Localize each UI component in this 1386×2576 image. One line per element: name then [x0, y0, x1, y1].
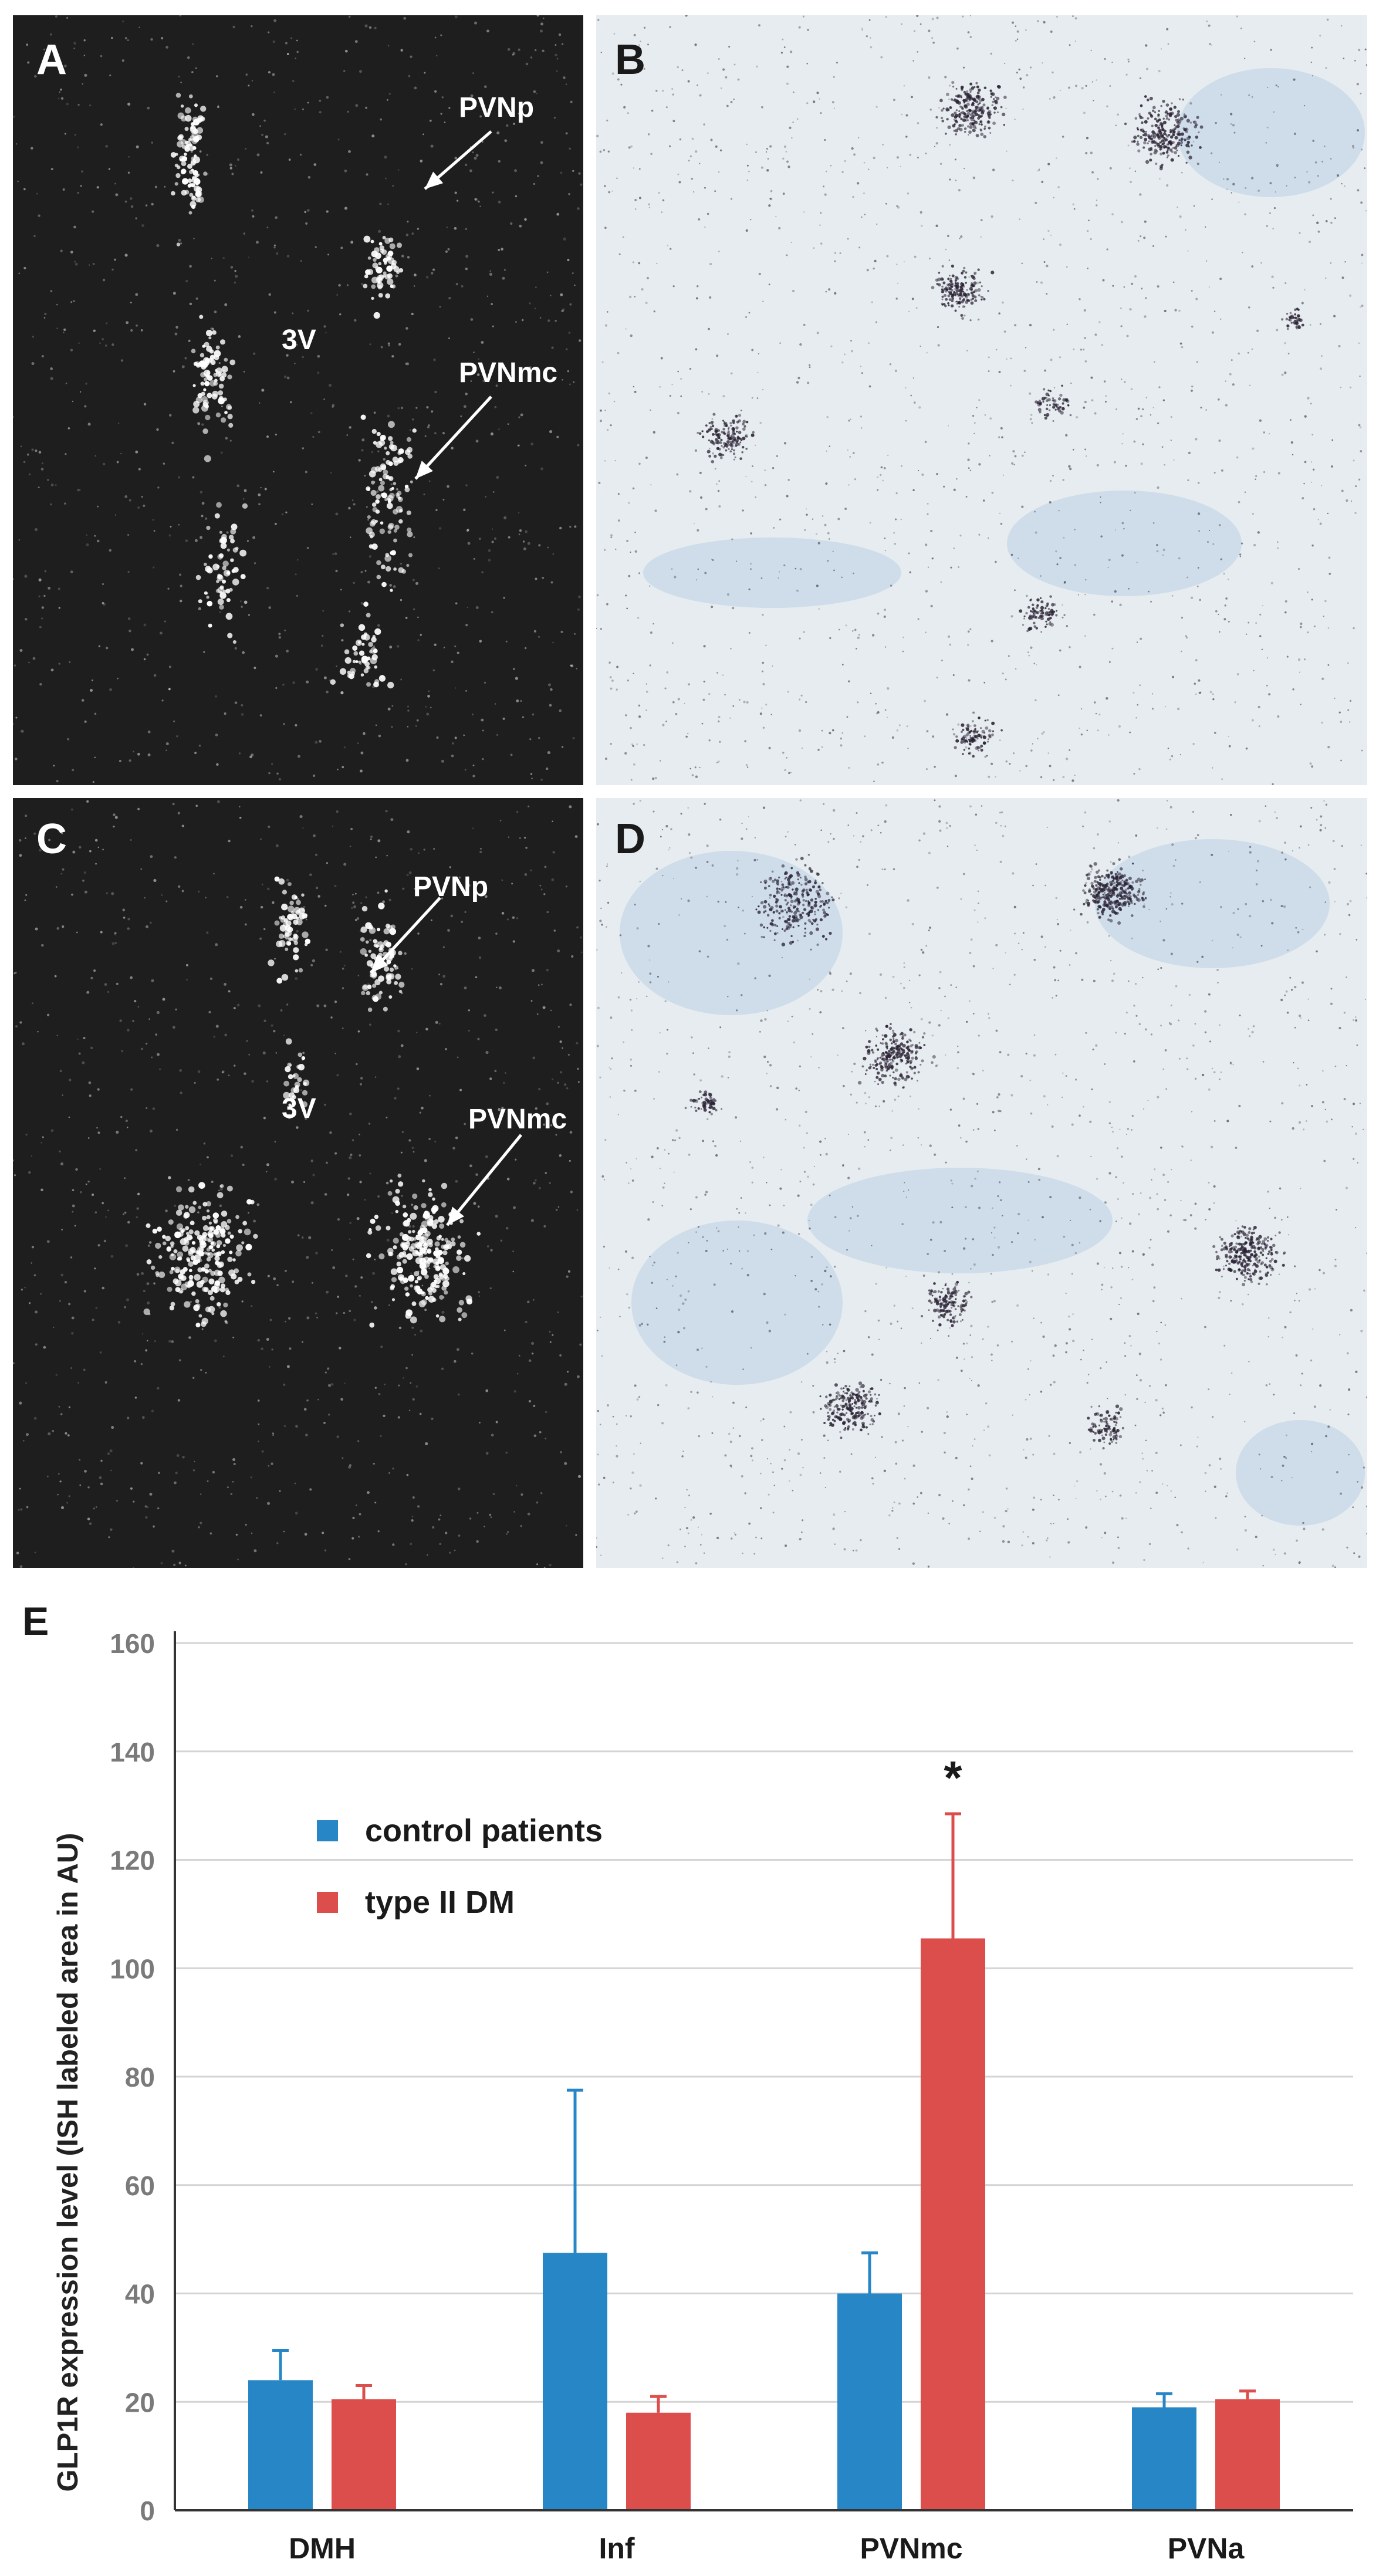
y-axis-label: GLP1R expression level (ISH labeled area… [52, 1833, 84, 2492]
bar [626, 2412, 691, 2510]
panel-d-micrograph [596, 799, 1367, 1568]
tissue-background [620, 839, 1365, 1526]
tissue-background [643, 68, 1365, 608]
annotations: * [944, 1752, 962, 1804]
panel-e-label: E [22, 1599, 49, 1644]
y-tick-label: 100 [110, 1953, 155, 1984]
x-tick-label: PVNmc [860, 2532, 962, 2565]
legend-label: type II DM [365, 1885, 515, 1920]
legend-swatch [317, 1892, 338, 1913]
panel-a-label: A [36, 36, 67, 83]
bar [1215, 2399, 1280, 2510]
panel-a-pvnp-label: PVNp [459, 92, 535, 123]
arrow-icon [446, 1134, 522, 1226]
y-tick-label: 60 [125, 2171, 155, 2201]
labeled-cells [13, 800, 583, 1568]
x-tick-label: Inf [599, 2532, 634, 2565]
significance-marker: * [944, 1752, 962, 1804]
x-tick-labels: DMH Inf PVNmc PVNa [289, 2532, 1245, 2565]
panel-b-micrograph [596, 15, 1367, 785]
silver-grains [596, 15, 1367, 785]
panel-a-3v-label: 3V [282, 324, 316, 356]
y-tick-labels: 0 20 40 60 80 100 120 140 160 [110, 1628, 155, 2526]
legend-label: control patients [365, 1813, 603, 1848]
silver-grains [596, 799, 1367, 1568]
bar [248, 2380, 313, 2510]
arrow-icon [414, 395, 492, 480]
panel-a: A PVNp 3V PVNmc [13, 15, 583, 785]
panel-d: D [596, 798, 1367, 1568]
arrowhead-icon [447, 1206, 465, 1225]
panel-c-micrograph [13, 800, 583, 1568]
axes [174, 1631, 1353, 2511]
arrowhead-icon [371, 955, 388, 973]
panel-c-pvnmc-label: PVNmc [468, 1104, 567, 1135]
bar [1132, 2407, 1196, 2510]
y-tick-label: 80 [125, 2062, 155, 2092]
gridlines [175, 1642, 1353, 2403]
y-tick-label: 40 [125, 2279, 155, 2310]
bar [837, 2293, 902, 2510]
panel-c-label: C [36, 816, 67, 863]
legend: control patients type II DM [317, 1813, 603, 1920]
bar [543, 2253, 607, 2510]
x-tick-label: DMH [289, 2532, 356, 2565]
panel-a-pvnmc-label: PVNmc [459, 357, 558, 388]
bar [332, 2399, 396, 2510]
x-tick-label: PVNa [1168, 2532, 1245, 2565]
arrowhead-icon [425, 171, 444, 189]
bars [248, 1812, 1280, 2510]
panel-a-micrograph [13, 15, 583, 783]
bar [921, 1938, 985, 2510]
y-tick-label: 120 [110, 1845, 155, 1876]
panel-b: B [596, 15, 1367, 785]
y-tick-label: 160 [110, 1628, 155, 1659]
labeled-cells [13, 15, 583, 783]
y-tick-label: 0 [140, 2496, 155, 2526]
panel-d-label: D [615, 816, 645, 863]
arrowhead-icon [415, 461, 433, 479]
arrows [370, 897, 522, 1226]
y-tick-label: 20 [125, 2387, 155, 2418]
arrows [414, 130, 492, 480]
panel-c-pvnp-label: PVNp [413, 871, 489, 902]
panel-c: C PVNp 3V PVNmc [13, 798, 583, 1568]
panel-c-3v-label: 3V [282, 1093, 316, 1124]
legend-swatch [317, 1820, 338, 1841]
panel-b-label: B [615, 36, 645, 83]
y-tick-label: 140 [110, 1737, 155, 1767]
